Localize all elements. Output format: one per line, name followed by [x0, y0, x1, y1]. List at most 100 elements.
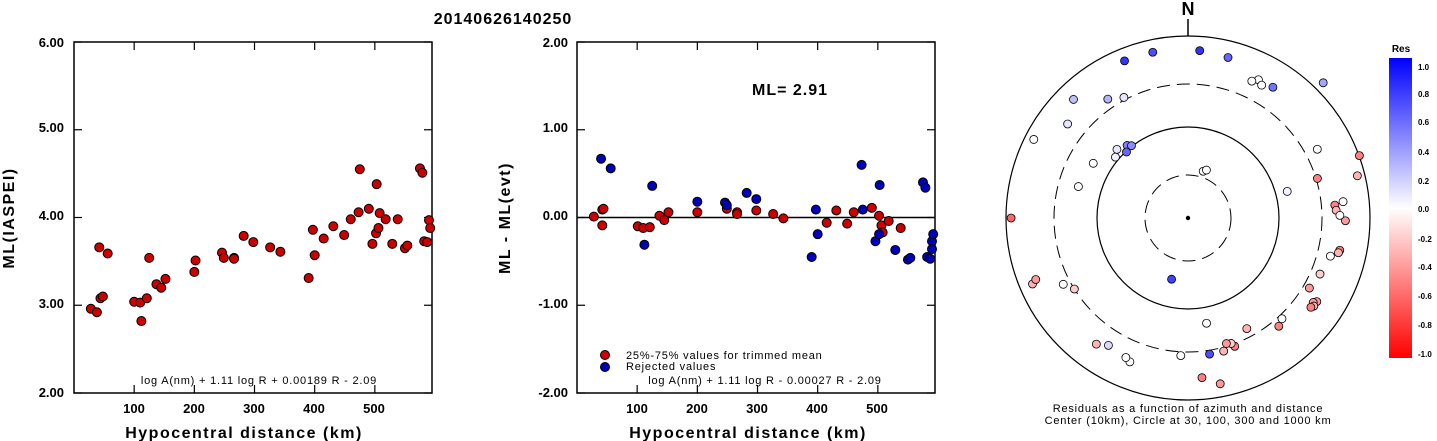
legend-rejected-marker	[600, 362, 610, 372]
middle-x-tick-label: 500	[866, 401, 888, 416]
station-residual-point	[1242, 324, 1252, 334]
ml-data-point	[136, 316, 147, 327]
ml-data-point	[189, 266, 200, 277]
rejected-point	[741, 187, 752, 198]
colorbar-label: 0.6	[1418, 118, 1430, 127]
middle-y-tick-label: 1.00	[543, 120, 568, 135]
trimmed-point	[644, 222, 655, 233]
left-x-tick-label: 300	[243, 401, 265, 416]
middle-x-tick-label: 300	[746, 401, 768, 416]
ml-data-point	[422, 237, 433, 248]
residual-colorbar: Res 1.0 0.8 0.6 0.4 0.2 0.0 -0.2 -0.4 -0…	[1389, 44, 1432, 359]
trimmed-point	[842, 218, 853, 229]
colorbar-label: 0.8	[1418, 90, 1430, 99]
ml-data-point	[303, 273, 314, 284]
trimmed-point	[732, 208, 743, 219]
trimmed-point	[821, 217, 832, 228]
ml-data-point	[265, 242, 276, 253]
trimmed-point	[874, 210, 885, 221]
middle-x-axis-label: Hypocentral distance (km)	[629, 425, 867, 441]
ml-data-point	[91, 307, 102, 318]
left-y-tick-label: 6.00	[39, 35, 64, 50]
ml-data-point	[374, 208, 385, 219]
middle-y-tick-label: -1.00	[538, 296, 568, 311]
ml-data-point	[94, 242, 105, 253]
ml-data-point	[373, 223, 384, 234]
station-residual-point	[1268, 82, 1278, 92]
station-residual-point	[1029, 135, 1039, 144]
ml-data-point	[387, 238, 398, 249]
station-residual-point	[1202, 318, 1211, 328]
station-residual-point	[1202, 165, 1211, 175]
left-y-tick-label: 3.00	[39, 296, 64, 311]
ml-data-point	[156, 282, 167, 293]
middle-formula: log A(nm) + 1.11 log R - 0.00027 R - 2.0…	[648, 375, 881, 387]
middle-y-axis-label: ML - ML(evt)	[497, 162, 514, 274]
ml-data-point	[318, 233, 329, 244]
middle-x-tick-label: 200	[686, 401, 708, 416]
station-residual-point	[1031, 275, 1041, 284]
ml-data-point	[425, 223, 436, 234]
rejected-point	[812, 229, 823, 240]
station-residual-point	[1112, 144, 1122, 154]
trimmed-point	[692, 207, 703, 218]
left-x-tick-label: 200	[183, 401, 205, 416]
left-y-tick-label: 4.00	[39, 208, 64, 223]
ml-data-point	[345, 214, 356, 225]
ml-data-point	[354, 164, 365, 175]
middle-y-tick-label: -2.00	[538, 385, 568, 400]
rejected-point	[806, 251, 817, 262]
colorbar-gradient	[1389, 58, 1412, 358]
station-residual-point	[1306, 302, 1316, 312]
station-residual-point	[1074, 182, 1083, 191]
trimmed-point	[895, 223, 906, 234]
trimmed-point	[866, 202, 877, 213]
trimmed-point	[588, 211, 599, 222]
north-label: N	[1182, 0, 1195, 19]
station-residual-point	[1104, 340, 1113, 350]
left-x-tick-label: 500	[363, 401, 385, 416]
left-y-tick-label: 2.00	[39, 385, 64, 400]
station-residual-point	[1335, 210, 1345, 220]
station-residual-point	[1312, 174, 1322, 183]
middle-x-tick-label: 400	[806, 401, 828, 416]
legend-trimmed-label: 25%-75% values for trimmed mean	[626, 350, 823, 362]
rejected-point	[928, 229, 939, 240]
station-residual-point	[1277, 314, 1287, 324]
middle-y-ticks	[577, 41, 935, 394]
rejected-point	[810, 204, 821, 215]
epicenter-marker	[1185, 215, 1191, 221]
station-residual-point	[1325, 251, 1335, 261]
ml-data-point	[380, 214, 391, 225]
trimmed-point	[659, 215, 670, 226]
station-residual-point	[1167, 274, 1176, 284]
colorbar-label: -0.2	[1418, 235, 1432, 244]
rejected-point	[639, 239, 650, 250]
station-residual-point	[1312, 144, 1322, 154]
trimmed-point	[831, 205, 842, 216]
ml-data-point	[371, 179, 382, 190]
station-residual-point	[1127, 141, 1136, 151]
left-x-tick-label: 400	[303, 401, 325, 416]
station-residual-point	[1176, 351, 1186, 361]
ml-data-point	[402, 240, 413, 251]
left-x-ticks	[133, 42, 376, 393]
station-residual-point	[1354, 151, 1364, 161]
trimmed-point	[751, 205, 762, 216]
ml-data-point	[307, 224, 318, 235]
figure-title: 20140626140250	[434, 11, 573, 28]
station-residual-point	[1111, 152, 1120, 162]
middle-x-ticks	[636, 42, 879, 393]
rejected-point	[926, 244, 937, 255]
station-residual-point	[1334, 248, 1343, 258]
middle-y-tick-label: 0.00	[543, 208, 568, 223]
station-residual-point	[1197, 373, 1207, 383]
station-residual-point	[1315, 269, 1325, 279]
colorbar-label: -0.8	[1418, 321, 1432, 330]
station-residual-point	[1006, 213, 1016, 223]
station-residual-point	[1223, 53, 1233, 62]
rejected-point	[721, 200, 732, 211]
ml-data-point	[309, 250, 320, 261]
station-residual-point	[1119, 93, 1129, 102]
ml-data-point	[392, 214, 403, 225]
